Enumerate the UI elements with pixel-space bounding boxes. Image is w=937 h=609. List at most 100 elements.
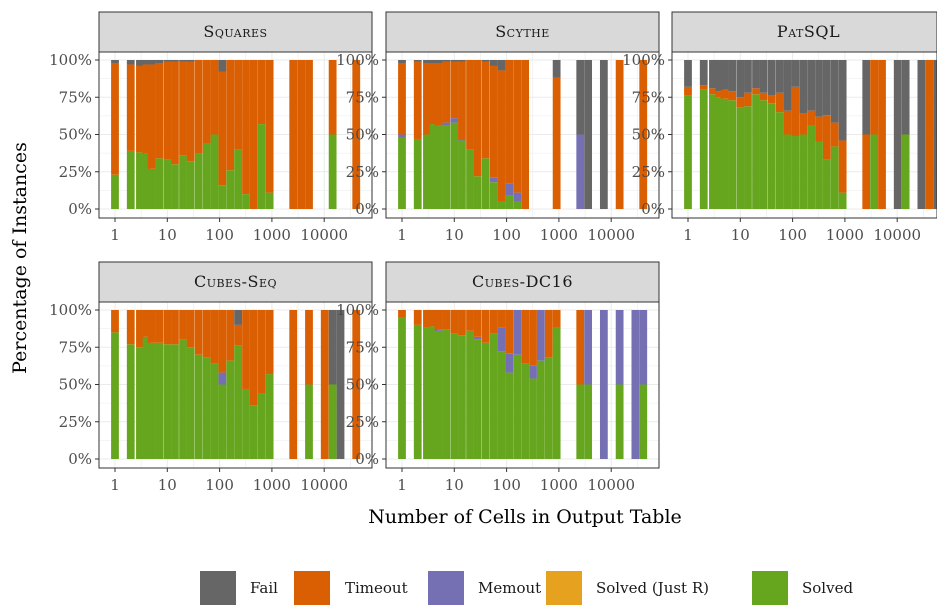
legend-label: Memout — [478, 579, 541, 597]
bar-segment-fail — [163, 60, 172, 62]
bar-segment-solved — [234, 345, 243, 459]
x-tick-label: 100 — [205, 476, 234, 494]
legend-item-just_r: Solved (Just R) — [546, 571, 709, 605]
y-axis-label: Percentage of Instances — [9, 142, 31, 374]
bar-segment-solved — [218, 185, 227, 209]
bar-segment-solved — [328, 134, 337, 209]
bar-segment-timeout — [305, 310, 313, 385]
bar-segment-solved — [720, 98, 729, 209]
bar-segment-timeout — [450, 310, 459, 334]
panel-title: Squares — [203, 22, 267, 41]
bar-segment-fail — [799, 60, 808, 114]
bar-segment-solved — [226, 170, 235, 209]
bar-segment-timeout — [202, 310, 211, 358]
bar-segment-timeout — [305, 60, 313, 209]
bar-segment-solved — [481, 158, 490, 209]
bar-segment-timeout — [142, 64, 151, 154]
bar-segment-solved — [249, 405, 258, 459]
bar-segment-fail — [552, 60, 561, 78]
bar-segment-fail — [759, 60, 768, 93]
bar-segment-solved — [767, 103, 776, 209]
bar-segment-timeout — [505, 310, 514, 354]
bar-segment-solved — [328, 384, 337, 459]
bar-segment-solved — [759, 100, 768, 209]
bar-segment-timeout — [759, 92, 768, 101]
bar-segment-solved — [466, 330, 474, 459]
legend-item-fail: Fail — [200, 571, 278, 605]
bar-segment-timeout — [775, 92, 784, 113]
bar-segment-solved — [142, 153, 151, 209]
bar-segment-timeout — [142, 310, 151, 337]
bar-segment-fail — [497, 60, 506, 71]
bar-segment-timeout — [265, 60, 274, 193]
bar-segment-memout — [434, 329, 443, 331]
bar-segment-memout — [576, 134, 585, 209]
bar-segment-solved — [126, 344, 135, 459]
bar-segment-fail — [815, 60, 823, 117]
bar-segment-fail — [862, 60, 871, 135]
y-tick-label: 75% — [632, 88, 665, 106]
bar-segment-timeout — [684, 86, 692, 96]
legend-swatch — [294, 571, 330, 605]
bar-segment-solved — [536, 360, 545, 459]
bar-segment-solved — [429, 124, 438, 209]
legend-item-solved: Solved — [752, 571, 853, 605]
bar-segment-fail — [126, 60, 135, 65]
bar-segment-timeout — [473, 310, 482, 337]
bar-segment-timeout — [497, 310, 506, 328]
bar-segment-fail — [744, 60, 752, 93]
legend-swatch — [200, 571, 236, 605]
panel-title: Cubes-DC16 — [472, 272, 573, 291]
bar-segment-solved — [210, 134, 219, 209]
bar-segment-solved — [305, 384, 313, 459]
bar-segment-fail — [699, 60, 708, 86]
bar-segment-solved — [242, 194, 250, 209]
x-tick-label: 1 — [397, 476, 407, 494]
bar-segment-solved — [466, 149, 474, 209]
bar-segment-fail — [171, 60, 179, 62]
x-tick-label: 10 — [158, 476, 177, 494]
bar-segment-solved — [505, 372, 514, 459]
bar-segment-solved — [901, 134, 910, 209]
bar-segment-solved — [552, 327, 561, 459]
bar-segment-timeout — [111, 310, 119, 333]
bar-segment-fail — [893, 60, 902, 209]
bar-segment-timeout — [434, 310, 443, 330]
legend-item-timeout: Timeout — [294, 571, 408, 605]
legend: Fail Timeout Memout Solved (Just R) Solved — [200, 571, 853, 605]
panel-strip — [671, 11, 937, 53]
bar-segment-timeout — [767, 95, 776, 104]
bar-segment-solved — [126, 150, 135, 209]
bar-segment-timeout — [194, 60, 203, 154]
bar-segment-solved — [202, 357, 211, 459]
bar-segment-memout — [398, 134, 406, 138]
bar-segment-fail — [715, 60, 724, 92]
bar-segment-timeout — [218, 71, 227, 186]
y-tick-label: 25% — [346, 163, 379, 181]
bar-segment-memout — [497, 327, 506, 352]
bar-segment-solved — [136, 152, 144, 209]
bar-segment-solved — [210, 363, 219, 459]
bar-segment-timeout — [925, 60, 934, 209]
bar-segment-solved — [171, 164, 179, 209]
bar-segment-timeout — [815, 116, 823, 142]
bar-segment-solved — [807, 125, 816, 209]
bar-segment-timeout — [155, 310, 164, 343]
y-tick-label: 0% — [68, 200, 92, 218]
bar-segment-fail — [136, 60, 144, 66]
bar-segment-solved — [709, 94, 717, 209]
bar-segment-memout — [584, 310, 593, 385]
bar-segment-timeout — [799, 113, 808, 135]
bar-segment-solved — [450, 333, 459, 459]
bar-segment-solved — [111, 174, 119, 209]
bar-segment-fail — [838, 60, 847, 141]
bar-segment-timeout — [265, 310, 274, 375]
bar-segment-timeout — [521, 60, 530, 209]
bar-segment-timeout — [218, 310, 227, 373]
bar-segment-timeout — [505, 60, 514, 184]
bar-segment-solved — [234, 149, 243, 209]
bar-segment-solved — [429, 326, 438, 459]
bar-segment-memout — [473, 336, 482, 340]
bar-segment-timeout — [442, 310, 451, 330]
bar-segment-timeout — [186, 61, 195, 162]
